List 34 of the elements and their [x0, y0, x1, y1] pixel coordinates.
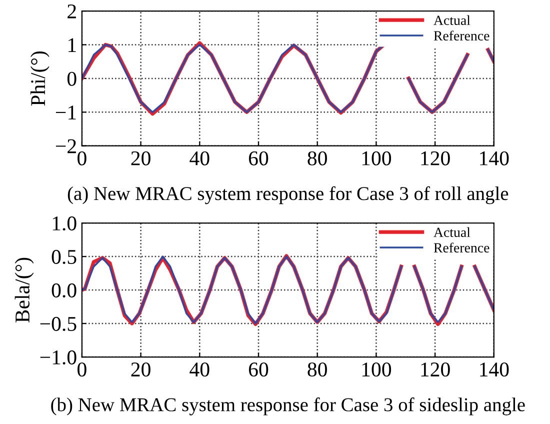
y-tick-label: 1.0 [52, 216, 76, 231]
x-tick-label: 60 [248, 362, 268, 377]
legend-label: Actual [434, 227, 470, 238]
x-axis-title: (a) New MRAC system response for Case 3 of roll angle [68, 186, 508, 204]
y-tick-label: 0.5 [52, 250, 76, 264]
y-tick-label: −2 [56, 139, 76, 154]
y-tick-label: 1 [68, 38, 76, 52]
legend-label: Actual [434, 15, 470, 26]
x-tick-label: 20 [131, 362, 150, 377]
y-tick-label: −1.0 [40, 350, 76, 365]
x-tick-label: 60 [248, 151, 268, 166]
x-tick-label: 100 [362, 151, 392, 166]
x-tick-label: 100 [362, 362, 392, 377]
x-axis-title: (b) New MRAC system response for Case 3 of sideslip angle [51, 397, 525, 416]
y-axis-title: Phi/(°) [30, 51, 50, 106]
x-tick-label: 20 [131, 151, 150, 166]
x-tick-label: 80 [308, 362, 327, 377]
x-tick-label: 140 [480, 151, 509, 166]
legend-label: Reference [434, 30, 490, 41]
x-tick-label: 140 [480, 362, 509, 377]
x-tick-label: 0 [78, 151, 86, 166]
y-tick-label: 2 [68, 4, 76, 18]
x-tick-label: 40 [190, 151, 210, 166]
x-tick-label: 40 [190, 362, 210, 377]
y-tick-label: −1 [56, 106, 76, 120]
x-tick-label: 0 [78, 362, 86, 377]
x-tick-label: 120 [421, 151, 450, 166]
y-tick-label: 0 [67, 72, 76, 86]
x-tick-label: 80 [308, 151, 327, 166]
x-tick-label: 120 [421, 362, 450, 377]
y-axis-title: Bela/(°) [14, 258, 34, 323]
y-tick-label: 0.0 [52, 283, 76, 298]
legend-label: Reference [434, 242, 490, 253]
y-tick-label: −0.5 [40, 316, 76, 332]
